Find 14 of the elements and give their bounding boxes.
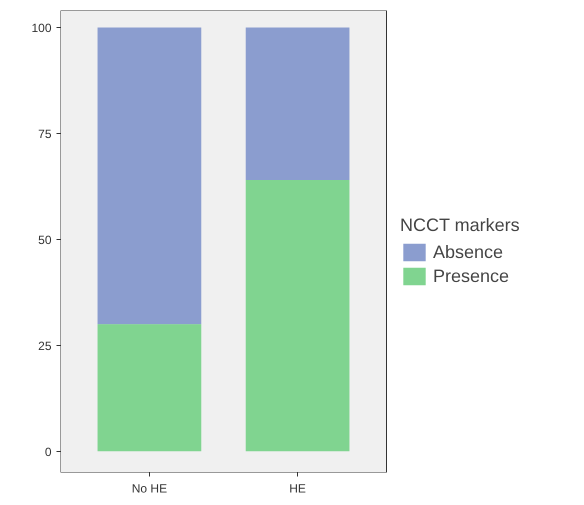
y-tick-label: 0 xyxy=(44,444,52,459)
bar xyxy=(246,180,350,452)
y-tick-label: 75 xyxy=(38,126,52,141)
x-tick-label: HE xyxy=(289,482,306,496)
x-tick-label: No HE xyxy=(132,482,168,496)
legend-label: Absence xyxy=(433,242,504,262)
bar xyxy=(98,27,202,324)
bar xyxy=(98,324,202,452)
bar xyxy=(246,27,350,180)
y-tick-label: 25 xyxy=(38,338,52,353)
y-tick-label: 50 xyxy=(38,232,52,247)
legend-title: NCCT markers xyxy=(400,215,520,236)
legend-label: Presence xyxy=(433,266,510,286)
y-tick-label: 100 xyxy=(31,20,52,35)
